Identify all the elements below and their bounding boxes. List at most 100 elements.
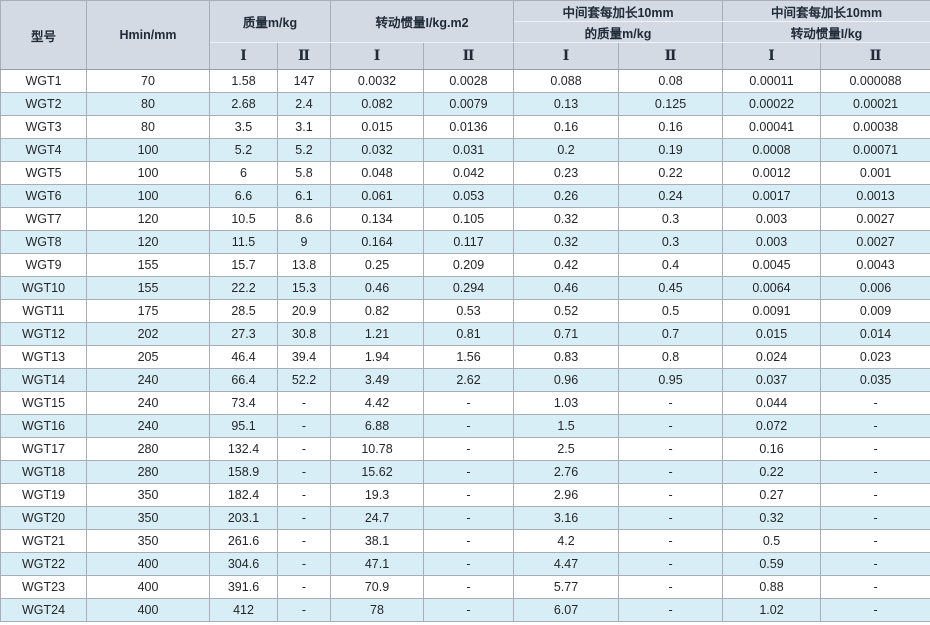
table-row: WGT20 350 203.1-24.7-3.16-0.32- — [0, 506, 930, 530]
cell-value: 175 — [86, 299, 210, 323]
cell-value: 4.47 — [513, 552, 620, 576]
cell-value: 0.88 — [722, 575, 822, 599]
cell-value: 80 — [86, 92, 210, 116]
cell-value: - — [422, 529, 515, 553]
table-body: WGT1 70 1.58 147 0.0032 0.0028 0.088 0.08 0.0001… — [0, 69, 930, 622]
cell-value: 0.59 — [722, 552, 822, 576]
cell-value: 0.23 — [513, 161, 620, 185]
cell-value: 0.19 — [618, 138, 724, 162]
cell-value: 0.105 — [422, 207, 515, 231]
cell-value: 3.1 — [277, 115, 331, 139]
cell-value: 0.0045 — [722, 253, 822, 277]
cell-value: 0.000088 — [820, 69, 930, 93]
table-row: WGT3 80 3.5 3.1 0.015 0.0136 0.16 0.16 0.00041 0.… — [0, 115, 930, 139]
cell-value: 0.006 — [820, 276, 930, 300]
cell-value: 5.8 — [277, 161, 331, 185]
cell-value: 0.0017 — [722, 184, 822, 208]
cell-value: 0.00011 — [722, 69, 822, 93]
cell-value: 3.49 — [330, 368, 424, 392]
cell-value: 0.81 — [422, 322, 515, 346]
cell-value: 0.023 — [820, 345, 930, 369]
cell-value: 6.07 — [513, 598, 620, 622]
cell-value: 400 — [86, 598, 210, 622]
cell-value: 202 — [86, 322, 210, 346]
cell-model: WGT6 — [0, 184, 87, 208]
cell-value: 0.00041 — [722, 115, 822, 139]
header-ext-mass-col1: Ⅰ — [513, 42, 620, 70]
cell-value: 0.044 — [722, 391, 822, 415]
cell-value: 20.9 — [277, 299, 331, 323]
table-row: WGT24 400 412-78-6.07-1.02- — [0, 598, 930, 622]
cell-model: WGT20 — [0, 506, 87, 530]
cell-value: 0.42 — [513, 253, 620, 277]
cell-value: 95.1 — [209, 414, 278, 438]
cell-value: 4.42 — [330, 391, 424, 415]
header-inertia-col1: Ⅰ — [330, 42, 424, 70]
cell-value: 0.8 — [618, 345, 724, 369]
cell-value: 0.0091 — [722, 299, 822, 323]
cell-value: 350 — [86, 483, 210, 507]
table-row: WGT4 100 5.2 5.2 0.032 0.031 0.2 0.19 0.0008 0.00… — [0, 138, 930, 162]
cell-model: WGT11 — [0, 299, 87, 323]
cell-value: 0.164 — [330, 230, 424, 254]
cell-value: 0.4 — [618, 253, 724, 277]
table-row: WGT21 350 261.6-38.1-4.2-0.5- — [0, 529, 930, 553]
cell-value: 3.16 — [513, 506, 620, 530]
cell-value: - — [422, 460, 515, 484]
cell-model: WGT7 — [0, 207, 87, 231]
cell-value: 0.13 — [513, 92, 620, 116]
header-mass-col1: Ⅰ — [209, 42, 278, 70]
cell-value: - — [277, 506, 331, 530]
cell-value: - — [277, 598, 331, 622]
cell-value: - — [820, 598, 930, 622]
cell-value: 0.22 — [618, 161, 724, 185]
cell-value: 0.088 — [513, 69, 620, 93]
table-header: 型号 Hmin/mm 质量m/kg 转动惯量I/kg.m2 中间套每加长10mm… — [0, 0, 930, 70]
cell-value: - — [277, 552, 331, 576]
cell-value: 0.16 — [618, 115, 724, 139]
cell-model: WGT10 — [0, 276, 87, 300]
header-group-ext-mass-line2: 的质量m/kg — [513, 21, 724, 43]
cell-value: 0.52 — [513, 299, 620, 323]
cell-value: 0.031 — [422, 138, 515, 162]
table-row: WGT7 120 10.5 8.6 0.134 0.105 0.32 0.3 0.003 0.00… — [0, 207, 930, 231]
cell-value: 2.76 — [513, 460, 620, 484]
cell-value: 0.037 — [722, 368, 822, 392]
cell-value: 100 — [86, 138, 210, 162]
cell-value: 30.8 — [277, 322, 331, 346]
cell-value: 400 — [86, 552, 210, 576]
cell-value: - — [618, 414, 724, 438]
cell-value: 0.0027 — [820, 230, 930, 254]
header-ext-inertia-col2: Ⅱ — [820, 42, 930, 70]
header-row-2: 的质量m/kg 转动惯量I/kg — [1, 21, 930, 43]
cell-value: 52.2 — [277, 368, 331, 392]
table-row: WGT2 80 2.68 2.4 0.082 0.0079 0.13 0.125 0.00022… — [0, 92, 930, 116]
cell-value: 1.5 — [513, 414, 620, 438]
cell-value: - — [422, 575, 515, 599]
header-group-ext-inertia-line1: 中间套每加长10mm — [722, 0, 930, 22]
cell-value: 0.014 — [820, 322, 930, 346]
header-inertia-col2: Ⅱ — [422, 42, 515, 70]
cell-model: WGT18 — [0, 460, 87, 484]
cell-model: WGT19 — [0, 483, 87, 507]
header-row-sub: Ⅰ Ⅱ Ⅰ Ⅱ Ⅰ Ⅱ Ⅰ Ⅱ — [1, 42, 930, 70]
cell-value: - — [618, 391, 724, 415]
cell-value: - — [422, 414, 515, 438]
header-model: 型号 — [0, 0, 87, 70]
cell-value: 0.134 — [330, 207, 424, 231]
cell-value: 6.88 — [330, 414, 424, 438]
cell-value: 9 — [277, 230, 331, 254]
cell-value: 155 — [86, 253, 210, 277]
table-row: WGT11 175 28.5 20.9 0.82 0.53 0.52 0.5 0.0091 0.0… — [0, 299, 930, 323]
cell-value: 0.032 — [330, 138, 424, 162]
cell-value: 0.32 — [513, 230, 620, 254]
cell-value: 11.5 — [209, 230, 278, 254]
cell-value: 0.95 — [618, 368, 724, 392]
header-hmin: Hmin/mm — [86, 0, 210, 70]
cell-value: - — [618, 460, 724, 484]
cell-value: 1.21 — [330, 322, 424, 346]
cell-value: 120 — [86, 230, 210, 254]
table-row: WGT12 202 27.3 30.8 1.21 0.81 0.71 0.7 0.015 0.01… — [0, 322, 930, 346]
cell-value: - — [277, 575, 331, 599]
